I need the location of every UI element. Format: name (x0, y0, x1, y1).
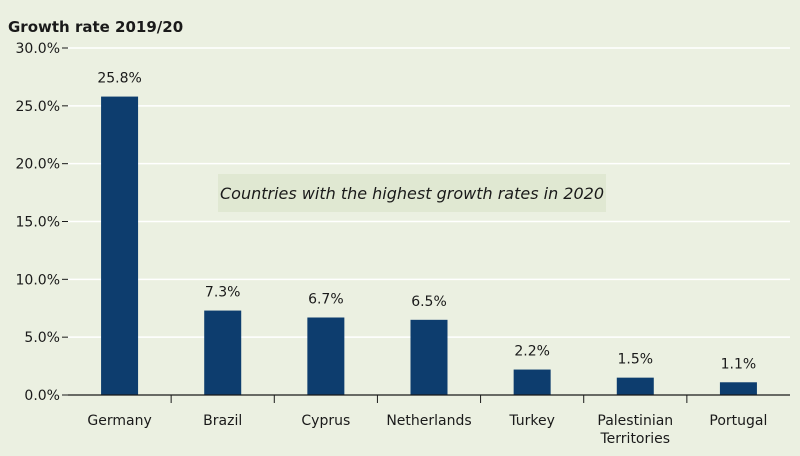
category-label: Portugal (709, 413, 767, 429)
y-tick-label: 25.0% (16, 99, 60, 115)
bar-turkey (513, 369, 551, 395)
data-label: 6.7% (308, 292, 344, 308)
y-tick-label: 30.0% (16, 41, 60, 57)
y-tick-label: 0.0% (24, 388, 60, 404)
y-tick-label: 5.0% (24, 330, 60, 346)
category-label: Turkey (508, 413, 555, 429)
data-labels: 25.8% 7.3% 6.7% 6.5% 2.2% 1.5% 1.1% (97, 71, 756, 373)
data-label: 1.1% (721, 356, 757, 372)
bar-netherlands (410, 319, 448, 395)
bar-brazil (204, 310, 242, 395)
bar-portugal (719, 382, 757, 395)
category-label: Netherlands (386, 413, 471, 429)
y-axis-title: Growth rate 2019/20 (8, 18, 183, 36)
category-label: Germany (87, 413, 151, 429)
y-tick-label: 20.0% (16, 157, 60, 173)
data-label: 25.8% (97, 71, 141, 87)
y-tick-label: 15.0% (16, 215, 60, 231)
bars (101, 96, 757, 395)
data-label: 7.3% (205, 285, 241, 301)
category-label: Cyprus (301, 413, 350, 429)
category-labels: Germany Brazil Cyprus Netherlands Turkey Pale… (87, 413, 767, 447)
category-label: Brazil (203, 413, 242, 429)
bar-cyprus (307, 317, 345, 395)
y-tick-label: 10.0% (16, 272, 60, 288)
data-label: 6.5% (411, 294, 447, 310)
y-tick-labels: 0.0% 5.0% 10.0% 15.0% 20.0% 25.0% 30.0% (16, 41, 60, 404)
bar-germany (101, 96, 139, 395)
annotation-background (218, 174, 606, 212)
category-label: Palestinian Territories (597, 413, 673, 447)
x-tick-marks (170, 395, 688, 403)
bar-palestinian-territories (616, 377, 654, 395)
data-label: 2.2% (514, 344, 550, 360)
data-label: 1.5% (617, 352, 653, 368)
chart-annotation: Countries with the highest growth rates … (220, 184, 604, 203)
